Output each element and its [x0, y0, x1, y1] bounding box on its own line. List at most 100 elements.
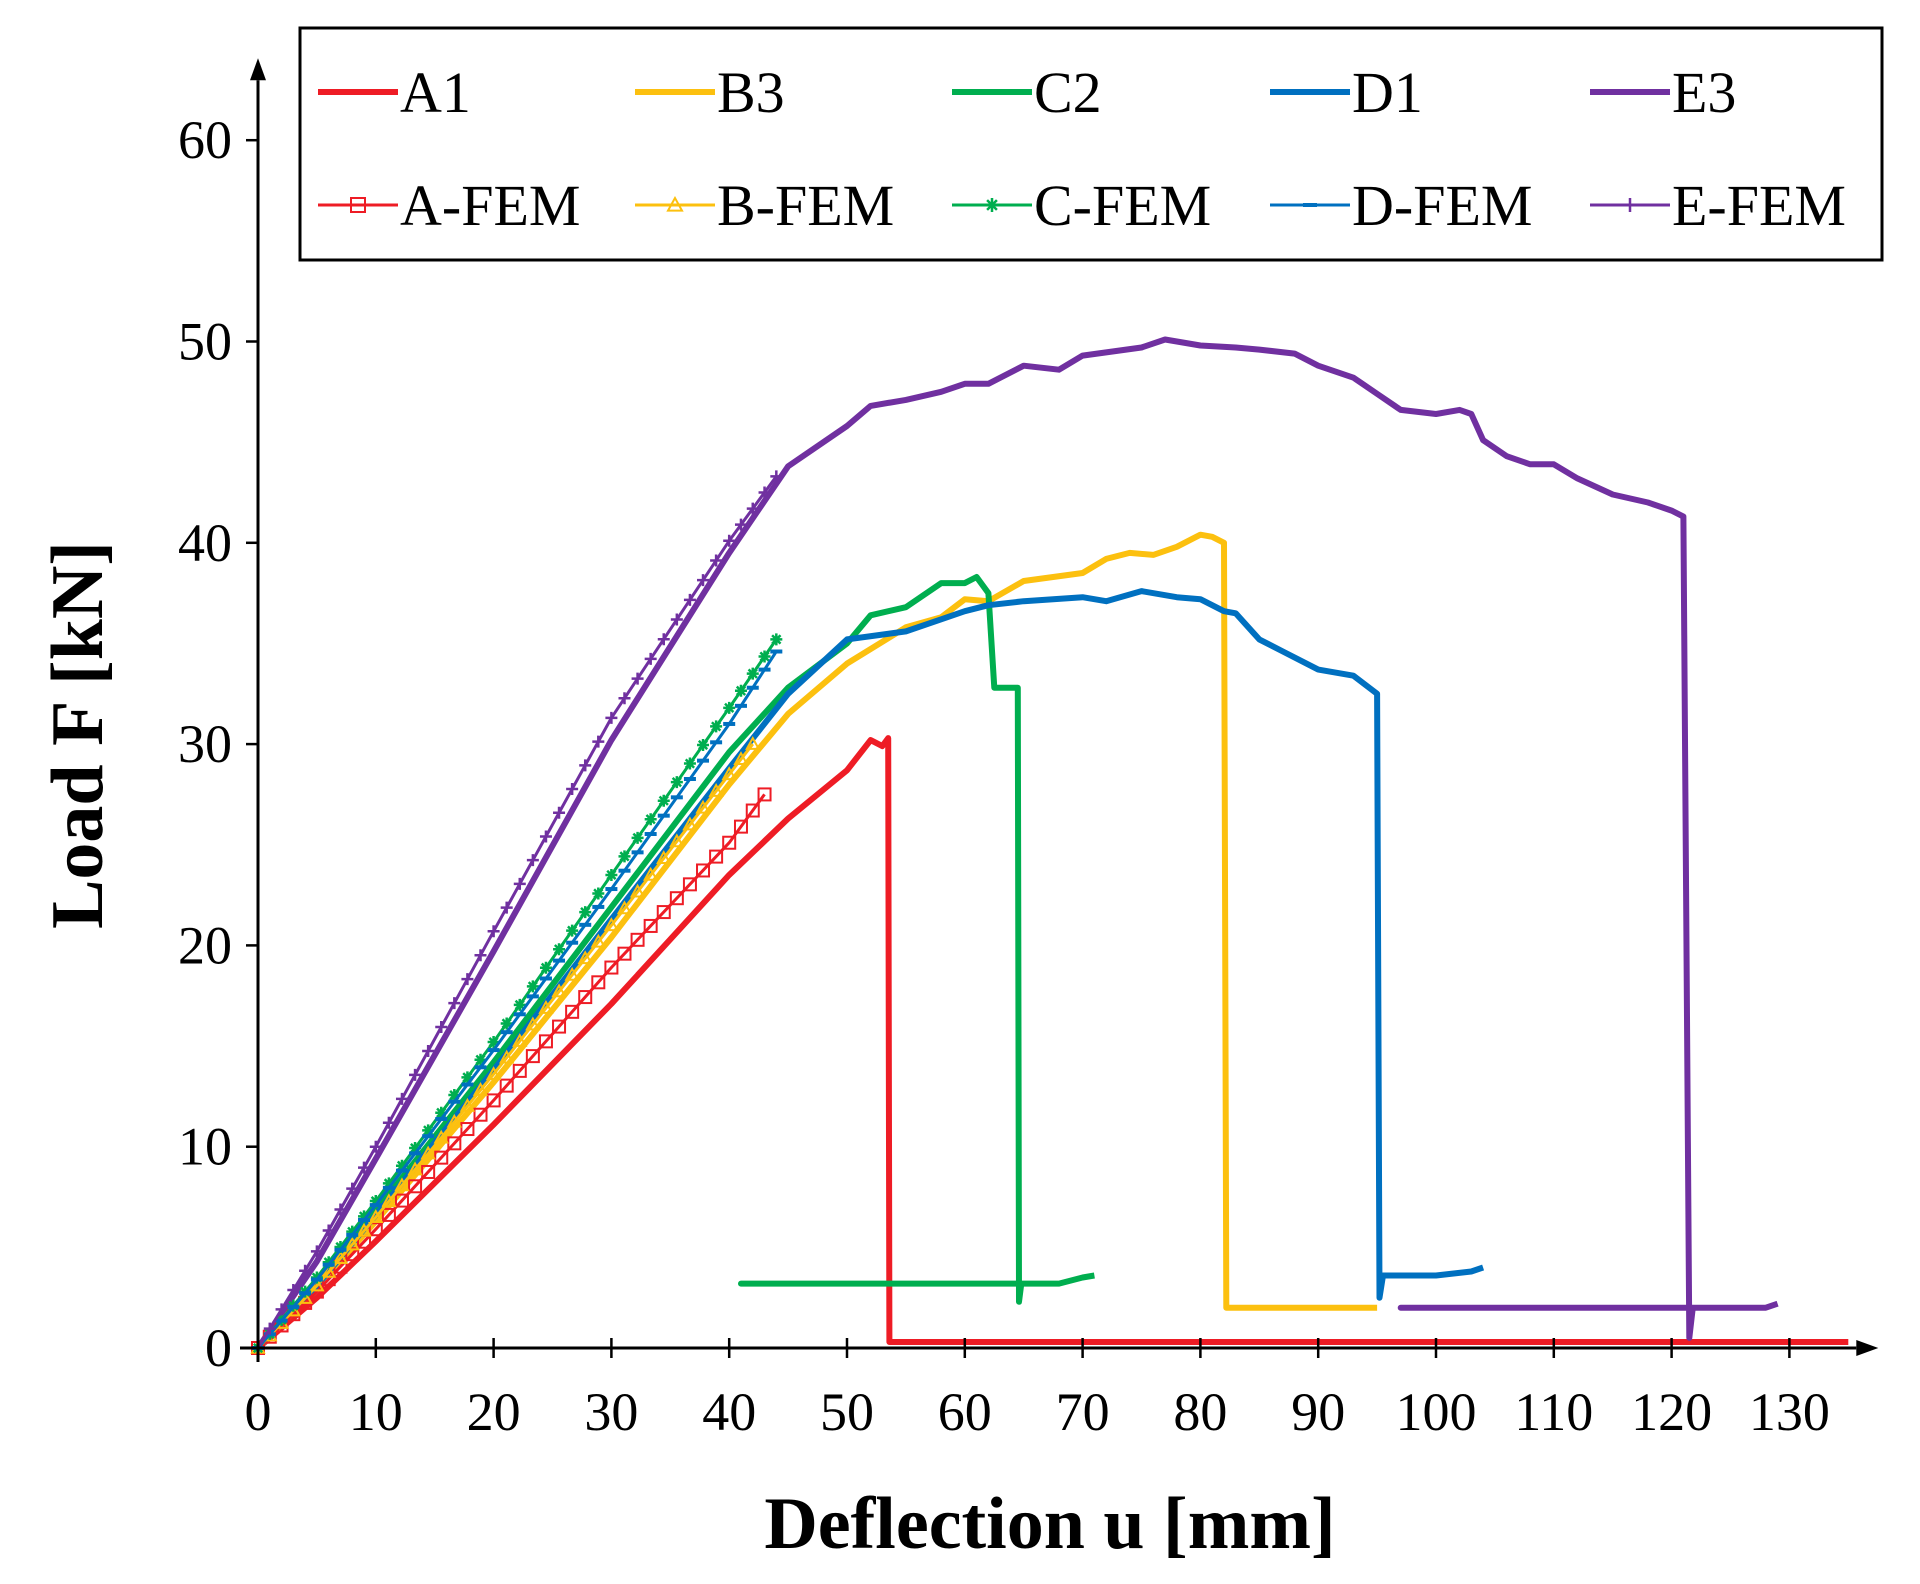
marker-shape	[539, 961, 552, 974]
data-point	[723, 534, 736, 547]
marker-shape	[591, 975, 606, 990]
x-tick-label: 60	[938, 1382, 992, 1442]
data-point	[709, 849, 724, 864]
data-point	[551, 983, 567, 998]
data-point	[757, 787, 772, 802]
marker-shape	[526, 854, 539, 867]
series-line-A1	[256, 735, 1849, 1351]
marker-shape	[487, 1036, 500, 1049]
marker-shape	[629, 883, 646, 898]
data-point	[643, 918, 658, 933]
data-point	[500, 901, 513, 914]
marker-shape	[498, 1049, 515, 1064]
marker-shape	[708, 783, 724, 797]
data-point	[460, 1122, 475, 1137]
x-tick-label: 80	[1173, 1382, 1227, 1442]
x-tick-label: 130	[1749, 1382, 1830, 1442]
data-point	[368, 1209, 384, 1223]
data-point	[552, 1019, 567, 1034]
marker-shape	[1623, 198, 1637, 212]
legend-item-D-FEM: D-FEM	[1270, 173, 1532, 238]
marker-shape	[603, 917, 620, 932]
data-point	[421, 1164, 436, 1179]
y-tick-label: 40	[178, 513, 232, 573]
marker-shape	[605, 868, 618, 881]
data-point	[435, 1021, 448, 1034]
marker-shape	[590, 933, 607, 948]
legend-marker	[350, 197, 366, 213]
marker-shape	[758, 486, 771, 499]
series-A1	[256, 735, 1849, 1351]
legend: A1 B3 C2 D1 E3 A-FEM B-FEM C-FEM D-FEM E-FEM	[298, 26, 1884, 262]
data-point	[746, 502, 759, 515]
marker-shape	[682, 877, 697, 892]
legend-label: A1	[400, 60, 471, 125]
marker-shape	[683, 757, 696, 770]
marker-shape	[369, 1195, 382, 1208]
data-point	[758, 486, 771, 499]
legend-marker	[1623, 198, 1637, 212]
data-point	[745, 803, 760, 818]
data-point	[592, 735, 605, 748]
marker-shape	[381, 1193, 397, 1208]
x-tick-label: 20	[467, 1382, 521, 1442]
marker-shape	[592, 735, 605, 748]
marker-shape	[368, 1222, 383, 1237]
data-point	[592, 887, 605, 900]
series-B3	[255, 531, 1378, 1351]
data-point	[734, 684, 747, 697]
data-point	[346, 1182, 359, 1195]
marker-shape	[630, 932, 645, 947]
y-axis-title: Load F [kN]	[37, 541, 119, 929]
data-point	[299, 1264, 312, 1277]
data-point	[644, 652, 657, 665]
data-point	[512, 1033, 528, 1047]
data-point	[695, 799, 711, 814]
series-C-FEM	[252, 633, 783, 1354]
marker-shape	[382, 1177, 395, 1190]
legend-item-C-FEM: C-FEM	[952, 173, 1211, 238]
data-point	[564, 966, 580, 981]
legend-item-A1: A1	[318, 60, 471, 125]
marker-shape	[409, 1142, 422, 1155]
marker-shape	[734, 684, 747, 697]
marker-shape	[434, 1150, 449, 1165]
data-point	[446, 1113, 463, 1128]
data-point	[670, 776, 683, 789]
marker-shape	[460, 1122, 475, 1137]
data-point	[369, 1195, 382, 1208]
data-point	[263, 1322, 276, 1335]
series-line-E3	[255, 336, 1779, 1350]
data-point	[486, 1093, 501, 1108]
data-point	[345, 1247, 360, 1262]
data-point	[631, 672, 644, 685]
data-point	[422, 1124, 435, 1137]
y-tick-label: 20	[178, 915, 232, 975]
data-point	[629, 883, 646, 898]
data-point	[566, 924, 579, 937]
legend-label: E3	[1672, 60, 1736, 125]
x-tick-label: 100	[1396, 1382, 1477, 1442]
marker-shape	[666, 195, 684, 212]
legend-label: C2	[1034, 60, 1102, 125]
data-point	[708, 783, 724, 797]
x-tick-label: 50	[820, 1382, 874, 1442]
series-line-B3	[255, 531, 1378, 1351]
data-point	[434, 1150, 449, 1165]
y-axis-arrow	[250, 58, 266, 81]
marker-shape	[382, 1116, 395, 1129]
marker-shape	[358, 1210, 371, 1223]
data-point	[656, 905, 671, 920]
marker-shape	[670, 776, 683, 789]
legend-item-B3: B3	[635, 60, 785, 125]
data-point	[603, 917, 620, 932]
data-point	[381, 1193, 397, 1208]
axes-layer: 0 10 20 30 40 50 60 70 80 90 100 110 120 130 0 10 20 30 40…	[178, 58, 1879, 1442]
data-point	[381, 1207, 396, 1222]
marker-shape	[618, 692, 631, 705]
marker-shape	[631, 672, 644, 685]
series-line-D1	[255, 588, 1485, 1351]
marker-shape	[709, 849, 724, 864]
marker-shape	[757, 787, 772, 802]
